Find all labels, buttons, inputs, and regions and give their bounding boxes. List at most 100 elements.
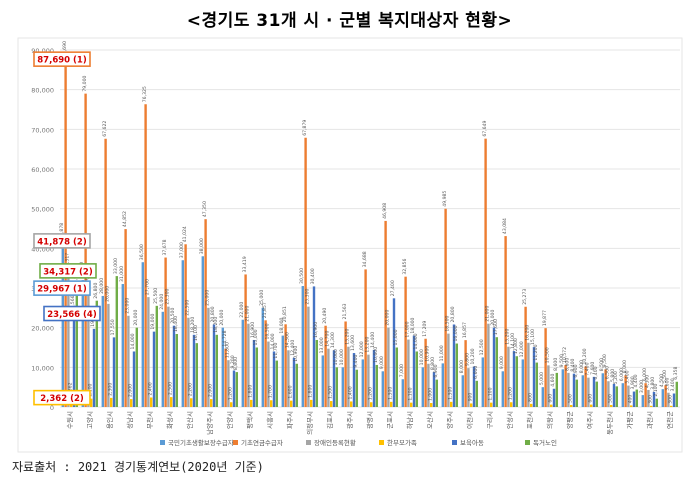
bar [495, 337, 498, 407]
bar [567, 372, 570, 407]
bar [252, 339, 256, 407]
data-label: 6,358 [673, 367, 679, 380]
bars: 41,87887,69034,3172,36223,56629,96732,00… [59, 41, 679, 408]
data-label: 47,350 [202, 201, 208, 217]
bar [375, 364, 378, 407]
data-label: 11,800 [225, 342, 231, 358]
data-label: 67,649 [482, 121, 488, 137]
bar [664, 385, 667, 407]
y-tick-label: 80,000 [31, 87, 54, 95]
bar [524, 306, 527, 407]
bar [272, 351, 276, 407]
data-label: 25,273 [522, 289, 528, 305]
bar [584, 366, 587, 407]
annotation-label: 2,362 (2) [40, 394, 84, 404]
annotation-box [39, 263, 97, 279]
bar [604, 369, 607, 407]
data-label: 3,600 [665, 377, 671, 390]
data-label: 12,000 [359, 341, 365, 357]
data-label: 2,200 [187, 383, 193, 396]
bar [481, 357, 484, 407]
x-tick-label: 안양시 [225, 411, 234, 429]
bar [444, 208, 447, 407]
bar [95, 300, 98, 407]
data-label: 44,852 [122, 211, 128, 227]
annotation-label: 87,690 (1) [37, 56, 87, 66]
x-tick-label: 가평군 [625, 411, 634, 429]
bar [650, 405, 653, 407]
bar [421, 367, 424, 407]
bar [232, 370, 236, 407]
data-label: 17,550 [110, 319, 116, 335]
bar [124, 229, 127, 407]
bar [221, 327, 224, 407]
bar [181, 260, 184, 407]
bar [430, 403, 433, 407]
data-label: 16,000 [453, 325, 459, 341]
data-label: 10,900 [425, 346, 431, 362]
bar [155, 305, 158, 407]
data-label: 10,500 [545, 347, 551, 363]
data-label: 2,500 [167, 382, 173, 395]
data-label: 20,800 [210, 306, 216, 322]
data-label: 20,000 [219, 310, 225, 326]
bar [341, 367, 344, 407]
data-label: 10,000 [339, 349, 345, 365]
bar [195, 343, 198, 407]
y-tick-label: 40,000 [31, 245, 54, 253]
bar [415, 351, 418, 407]
legend-label: 장애인등록현황 [314, 438, 356, 447]
bar [484, 138, 487, 407]
bar [190, 398, 193, 407]
legend-label: 기초연금수급자 [241, 438, 283, 447]
bar [152, 331, 156, 407]
data-label: 3,000 [639, 380, 645, 393]
data-label: 18,400 [173, 316, 179, 332]
data-label: 9,500 [602, 354, 608, 367]
bar [550, 404, 553, 407]
bar [607, 381, 610, 407]
legend-swatch [160, 440, 165, 445]
bar [655, 398, 658, 407]
bar [127, 315, 130, 407]
data-label: 15,000 [393, 329, 399, 345]
bar [287, 350, 290, 407]
y-tick-label: 0 [50, 404, 54, 412]
bar [315, 339, 318, 407]
bar [67, 270, 70, 407]
data-label: 33,419 [242, 256, 248, 272]
bar [84, 93, 87, 407]
bar [270, 400, 273, 407]
data-label: 1,800 [247, 385, 253, 398]
bar [344, 321, 347, 407]
data-label: 800 [527, 393, 533, 402]
bar [267, 341, 270, 407]
data-label: 14,700 [325, 331, 331, 347]
bar [387, 327, 390, 407]
bar [507, 346, 510, 407]
bar [61, 240, 64, 407]
data-label: 1,000 [427, 388, 433, 401]
bar [547, 365, 550, 407]
data-label: 23,000 [125, 298, 131, 314]
data-label: 16,900 [250, 322, 256, 338]
data-label: 79,000 [82, 75, 88, 91]
x-tick-label: 포천시 [525, 411, 534, 429]
x-tick-label: 군포시 [386, 411, 394, 429]
bar [335, 367, 338, 407]
data-label: 300 [647, 395, 653, 404]
data-label: 10,600 [373, 347, 379, 363]
bar [530, 403, 533, 407]
data-label: 10,200 [582, 348, 588, 364]
data-label: 15,100 [530, 329, 536, 345]
data-label: 25,300 [305, 288, 311, 304]
x-tick-label: 구리시 [485, 411, 494, 429]
data-label: 16,900 [313, 322, 319, 338]
page-title: <경기도 31개 시 · 군별 복지대상자 현황> [186, 11, 513, 31]
data-label: 27,400 [390, 280, 396, 296]
x-tick-label: 여주시 [585, 411, 594, 429]
bar [472, 366, 476, 407]
data-label: 20,500 [170, 308, 176, 324]
bar [470, 403, 473, 407]
data-label: 7,600 [590, 362, 596, 375]
